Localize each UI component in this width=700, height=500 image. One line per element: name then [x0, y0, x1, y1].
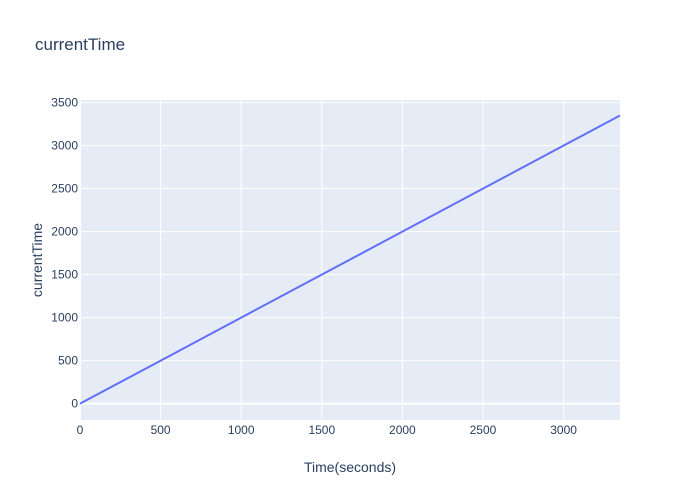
y-tick-label: 3500 [51, 96, 78, 110]
y-tick-label: 2500 [51, 182, 78, 196]
y-tick-label: 3000 [51, 139, 78, 153]
x-tick-label: 2000 [389, 423, 416, 437]
x-tick-label: 500 [151, 423, 171, 437]
y-axis-title: currentTime [29, 223, 45, 297]
x-tick-label: 0 [77, 423, 84, 437]
y-tick-label: 0 [71, 397, 78, 411]
x-tick-label: 2500 [470, 423, 497, 437]
grid-layer [79, 100, 620, 420]
y-tick-label: 2000 [51, 225, 78, 239]
y-tick-label: 500 [58, 354, 78, 368]
x-axis-title: Time(seconds) [304, 459, 396, 475]
x-tick-label: 1000 [228, 423, 255, 437]
x-tick-label: 3000 [550, 423, 577, 437]
chart-title: currentTime [35, 35, 125, 54]
series-layer [79, 114, 621, 405]
x-tick-label: 1500 [308, 423, 335, 437]
tick-layer: 0 500 1000 1500 2000 2500 3000 0 500 1000 1500 2000… [51, 96, 577, 437]
series-line [79, 114, 621, 405]
y-tick-label: 1500 [51, 268, 78, 282]
y-tick-label: 1000 [51, 311, 78, 325]
